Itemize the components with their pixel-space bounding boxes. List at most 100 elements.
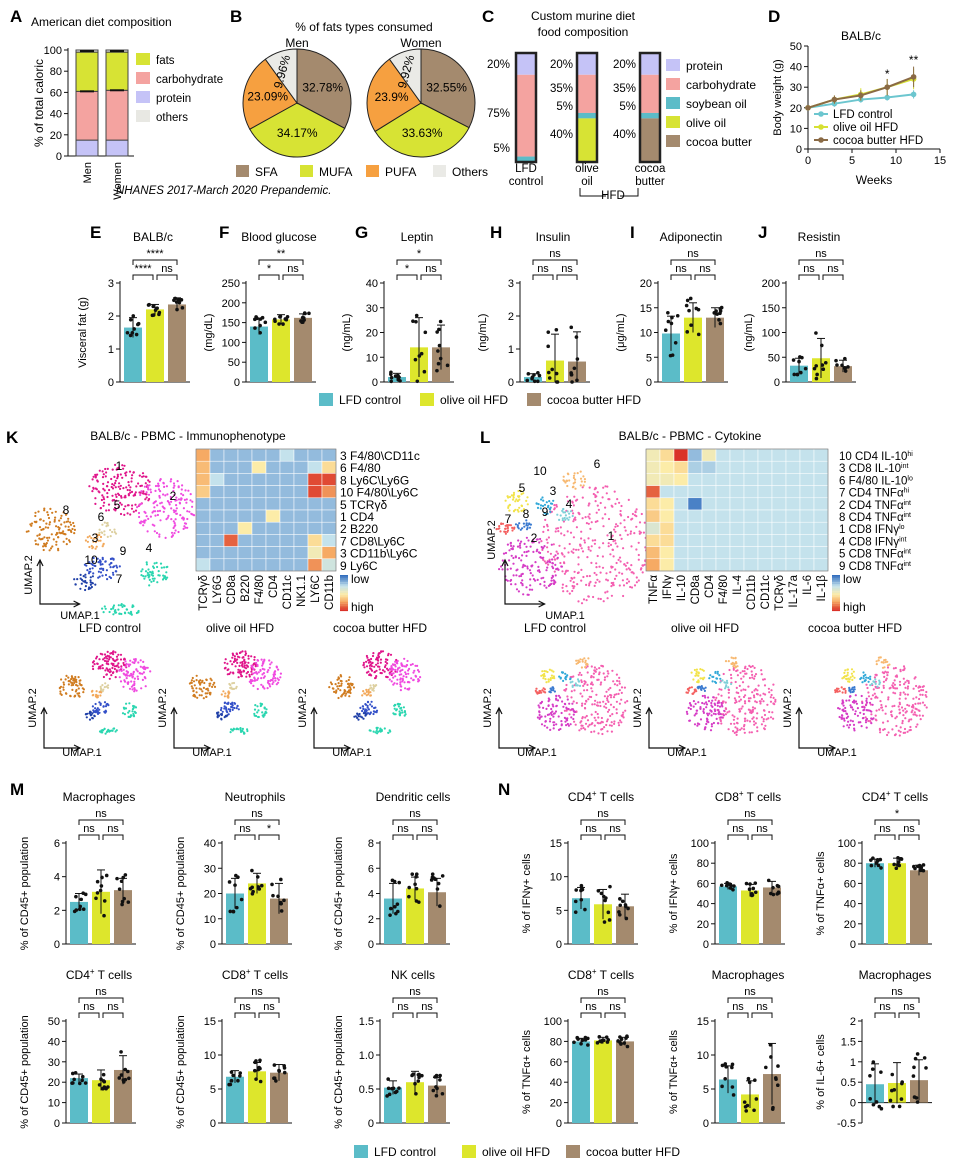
umap-point bbox=[592, 595, 595, 599]
umap-point bbox=[103, 659, 107, 663]
chart-title: Neutrophils bbox=[225, 790, 286, 804]
heat-cell bbox=[743, 485, 759, 499]
umap-point bbox=[131, 605, 134, 609]
umap-point bbox=[921, 714, 925, 717]
umap-point bbox=[403, 681, 406, 684]
y-tick-label: 20 bbox=[48, 1077, 60, 1089]
umap-point bbox=[918, 709, 921, 713]
umap-point bbox=[721, 700, 725, 703]
heat-cell bbox=[673, 509, 689, 523]
umap-point bbox=[68, 679, 71, 682]
data-point bbox=[445, 363, 450, 368]
heat-col-label: CD11b bbox=[324, 575, 336, 610]
umap-point bbox=[111, 557, 114, 560]
umap-point bbox=[515, 588, 519, 591]
umap-point bbox=[43, 509, 46, 512]
umap-point bbox=[122, 508, 126, 511]
umap-point bbox=[558, 675, 561, 678]
umap-point bbox=[742, 695, 746, 699]
umap-point bbox=[551, 686, 555, 689]
umap-point bbox=[591, 703, 594, 706]
heat-cell bbox=[209, 448, 225, 462]
umap-point bbox=[541, 547, 544, 550]
umap-point bbox=[688, 719, 691, 722]
umap-point bbox=[277, 681, 280, 684]
umap-point bbox=[549, 711, 553, 715]
umap-point bbox=[253, 708, 257, 711]
umap-point bbox=[110, 561, 113, 565]
umap-point bbox=[273, 673, 277, 676]
umap-point bbox=[173, 522, 176, 525]
umap-point bbox=[73, 681, 76, 685]
umap-point bbox=[860, 694, 863, 698]
umap-point bbox=[366, 700, 370, 704]
umap-point bbox=[581, 517, 584, 520]
heat-col-label: NK1.1 bbox=[296, 575, 308, 607]
umap-point bbox=[553, 690, 557, 693]
umap-point bbox=[567, 551, 570, 554]
data-point bbox=[626, 906, 630, 911]
umap-x-label: UMAP.1 bbox=[545, 610, 585, 622]
umap-point bbox=[257, 677, 260, 680]
umap-point bbox=[865, 683, 868, 686]
umap-point bbox=[699, 677, 702, 680]
bar-outline bbox=[638, 51, 662, 164]
umap-point bbox=[554, 554, 557, 557]
umap-point bbox=[714, 713, 717, 716]
umap-point bbox=[399, 670, 402, 673]
umap-point bbox=[106, 657, 109, 660]
data-point bbox=[547, 376, 552, 380]
umap-point bbox=[270, 678, 273, 682]
umap-point bbox=[128, 715, 131, 718]
umap-point bbox=[236, 705, 239, 708]
umap-point bbox=[48, 523, 51, 526]
heat-col-label: IL-17a bbox=[788, 574, 800, 607]
y-tick-label: 15 bbox=[550, 838, 562, 850]
umap-point bbox=[192, 680, 196, 683]
umap-point bbox=[190, 685, 193, 688]
data-point bbox=[98, 888, 103, 893]
umap-point bbox=[749, 697, 752, 700]
umap-point bbox=[181, 516, 184, 519]
umap-point bbox=[587, 522, 590, 525]
umap-point bbox=[600, 681, 603, 684]
umap-point bbox=[573, 518, 576, 521]
data-point bbox=[100, 875, 104, 880]
data-point bbox=[231, 1073, 235, 1078]
umap-point bbox=[68, 540, 71, 543]
umap-point bbox=[841, 691, 844, 694]
umap-point bbox=[114, 532, 118, 535]
umap-point bbox=[897, 705, 900, 708]
umap-point bbox=[532, 578, 536, 581]
cluster-label: 9 bbox=[542, 505, 549, 519]
y-tick-label: 1 bbox=[508, 344, 514, 356]
umap-point bbox=[538, 713, 541, 717]
chart-title: NK cells bbox=[391, 968, 435, 982]
heat-cell bbox=[251, 546, 267, 560]
data-point bbox=[389, 379, 394, 384]
axis-arrowhead bbox=[203, 744, 212, 752]
umap-point bbox=[903, 667, 906, 670]
data-point bbox=[126, 900, 131, 904]
umap-point bbox=[588, 486, 591, 489]
umap-point bbox=[168, 503, 171, 506]
umap-point bbox=[125, 673, 128, 676]
umap-point bbox=[79, 679, 82, 682]
umap-point bbox=[133, 683, 136, 687]
umap-point bbox=[620, 691, 623, 695]
umap-point bbox=[568, 542, 571, 546]
umap-point bbox=[585, 583, 588, 587]
heat-cell bbox=[307, 460, 323, 474]
x-tick-label: 5 bbox=[849, 155, 855, 167]
umap-point bbox=[371, 654, 375, 658]
umap-point bbox=[233, 659, 236, 662]
umap-point bbox=[148, 575, 151, 578]
pie-label: 32.55% bbox=[426, 80, 467, 94]
y-tick-label: 200 bbox=[762, 278, 780, 290]
umap-point bbox=[729, 722, 733, 725]
umap-point bbox=[101, 494, 104, 497]
umap-point bbox=[147, 517, 150, 521]
umap-point bbox=[865, 709, 868, 712]
umap-point bbox=[588, 513, 591, 516]
umap-point bbox=[239, 727, 242, 730]
